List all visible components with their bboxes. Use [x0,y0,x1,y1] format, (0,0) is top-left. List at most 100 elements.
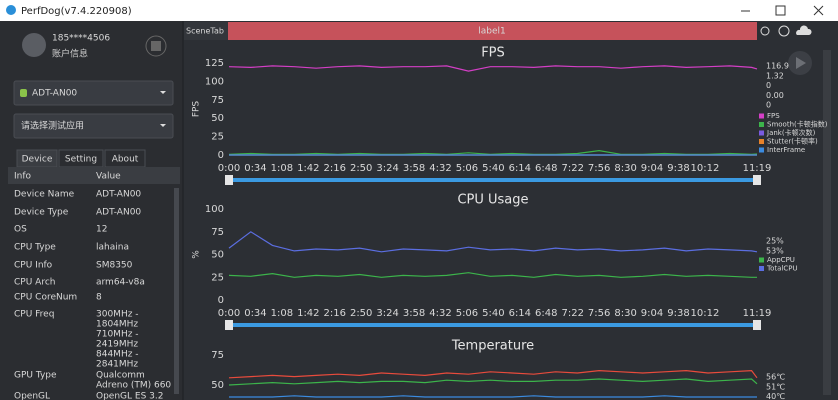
latest-value: 51℃ [766,382,785,391]
info-key: OS [14,225,27,235]
info-key: CPU CoreNum [14,293,77,303]
cloud-icon[interactable] [796,25,812,35]
x-tick-label: 0:00 [218,163,240,174]
time-slider[interactable] [229,323,757,327]
scene-tab-text: label1 [478,27,506,37]
slider-handle[interactable] [753,320,761,330]
x-tick-label: 3:24 [376,163,398,174]
y-tick-label: 50 [211,113,224,124]
stop-button[interactable] [145,35,167,57]
x-tick-label: 6:14 [509,163,531,174]
x-tick-label: 5:40 [482,308,504,319]
scene-tab[interactable] [228,22,757,40]
y-axis-label: % [192,250,202,259]
x-tick-label: 4:32 [429,308,451,319]
play-icon [796,57,806,69]
latest-value: 0.00 [766,91,784,100]
time-slider[interactable] [229,178,757,182]
info-key: OpenGL [14,392,50,400]
series-line [228,272,757,278]
legend-swatch [759,130,764,136]
info-key: CPU Freq [14,310,54,320]
chart-title: Temperature [451,339,534,354]
y-tick-label: 0 [218,295,224,306]
settings-icon[interactable] [778,25,790,37]
scene-tab-label-bg [184,22,228,40]
latest-value: 1.32 [766,71,784,80]
x-tick-label: 6:48 [535,163,557,174]
info-value: ADT-AN00 [96,208,141,218]
y-tick-label: 25 [211,132,224,143]
y-axis-label: FPS [192,101,202,118]
legend-swatch [759,266,764,271]
info-value: 2841MHz [96,360,138,370]
avatar[interactable] [22,33,46,57]
app-select-text: 请选择测试应用 [21,120,84,132]
chart-title: CPU Usage [457,193,528,208]
info-key: CPU Info [14,261,53,271]
x-tick-label: 9:04 [641,308,663,319]
x-tick-label: 9:38 [667,163,689,174]
x-tick-label: 1:42 [297,163,319,174]
legend-swatch [759,139,764,144]
maximize-button[interactable] [775,5,786,16]
tab-label: Device [22,155,53,165]
dropdown-arrow [160,124,166,127]
info-key: CPU Arch [14,278,55,288]
info-value: lahaina [96,243,129,253]
legend-swatch [759,147,764,153]
latest-value: 25% [766,237,784,246]
info-value: 300MHz - [96,310,139,320]
x-tick-label: 2:16 [324,163,346,174]
y-tick-label: 25 [211,272,224,283]
y-tick-label: 75 [211,95,224,106]
legend-label: InterFrame [767,146,805,154]
y-tick-label: 50 [211,250,224,261]
x-tick-label: 4:32 [429,163,451,174]
x-tick-label: 3:58 [403,163,425,174]
legend-swatch [759,122,764,127]
x-tick-label: 9:04 [641,163,663,174]
series-line [228,369,758,379]
legend-label: Jank(卡顿次数) [766,128,816,137]
x-tick-label: 5:40 [482,163,504,174]
x-tick-label: 11:19 [743,163,772,174]
account-info[interactable]: 账户信息 [52,48,88,60]
dropdown-arrow [160,91,166,94]
x-tick-label: 5:06 [456,308,478,319]
x-tick-label: 2:50 [350,308,372,319]
tab-label: About [112,155,139,165]
chart-scrollbar[interactable] [823,50,831,395]
y-tick-label: 0 [218,150,224,161]
app-select[interactable] [13,113,174,139]
x-tick-label: 3:58 [403,308,425,319]
series-line [228,65,758,72]
latest-value: 53% [766,246,784,255]
scene-tab-label: SceneTab [186,27,224,36]
x-tick-label: 1:08 [271,163,293,174]
slider-handle[interactable] [225,175,233,185]
slider-handle[interactable] [225,320,233,330]
legend-label: TotalCPU [766,265,798,273]
series-line [228,378,758,386]
device-select[interactable] [13,80,174,106]
y-tick-label: 75 [211,227,224,238]
x-tick-label: 6:14 [509,308,531,319]
title-bar [0,0,838,21]
x-tick-label: 8:30 [614,308,636,319]
info-value: 12 [96,225,107,235]
slider-handle[interactable] [753,175,761,185]
info-value: 2419MHz [96,340,138,350]
location-icon[interactable] [760,26,770,36]
user-name: 185****4506 [52,34,110,44]
close-button[interactable] [813,5,824,16]
x-tick-label: 3:24 [376,308,398,319]
scrollbar[interactable] [174,188,179,394]
info-key: CPU Type [14,243,56,253]
info-key: Device Name [14,190,75,200]
y-tick-label: 100 [205,204,224,215]
info-table: Device Name ADT-AN00 Device Type ADT-AN00 OS… [14,190,171,400]
latest-value: 0 [766,81,771,90]
x-tick-label: 7:56 [588,163,610,174]
